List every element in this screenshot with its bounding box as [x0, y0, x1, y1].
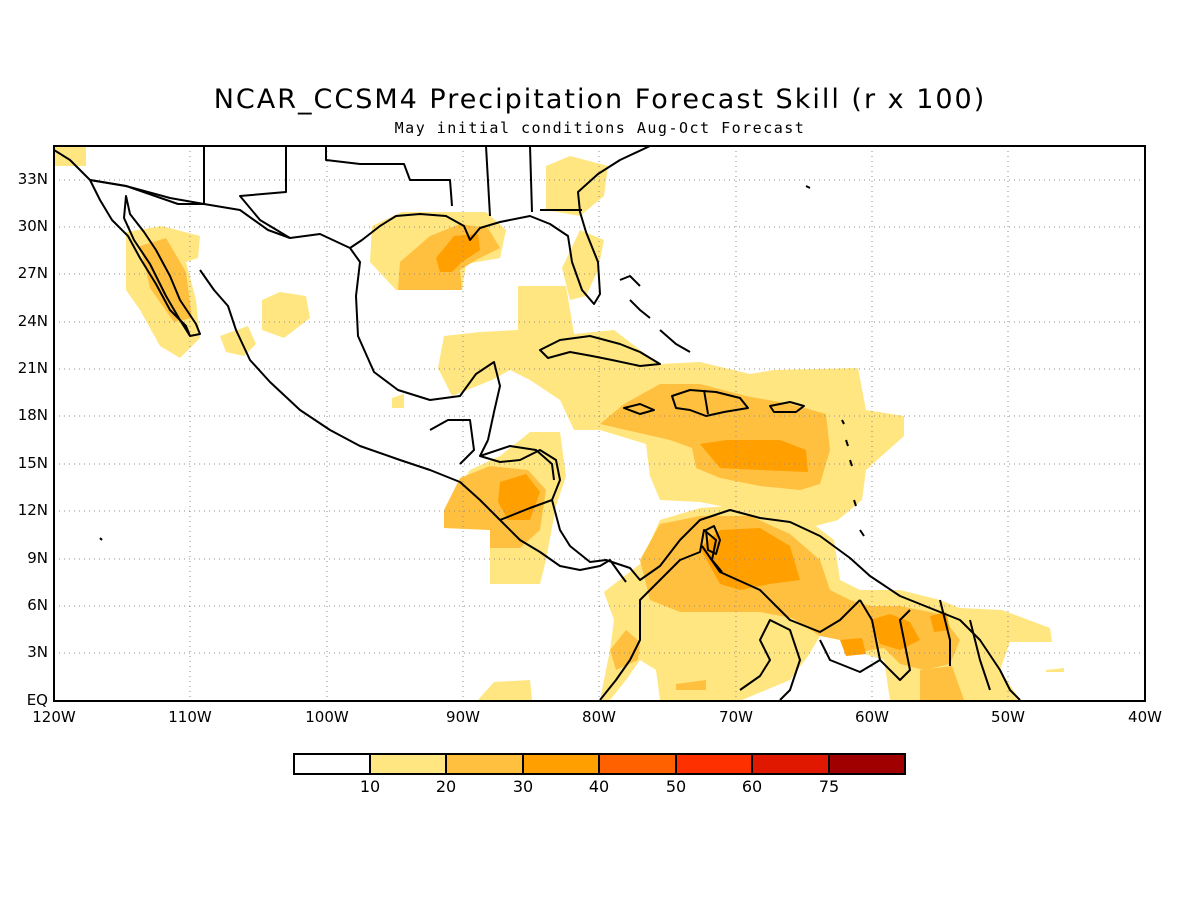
colorbar-bin-3 — [522, 753, 600, 775]
lat-label: 3N — [27, 643, 48, 661]
colorbar-label: 10 — [359, 777, 381, 796]
colorbar-label: 75 — [818, 777, 840, 796]
coastlines — [54, 146, 1021, 701]
colorbar — [293, 753, 906, 775]
colorbar-label: 30 — [512, 777, 534, 796]
colorbar-bin-2 — [445, 753, 524, 775]
lat-label: 24N — [17, 312, 48, 330]
colorbar-label: 40 — [588, 777, 610, 796]
lat-label: 12N — [17, 501, 48, 519]
map-title: NCAR_CCSM4 Precipitation Forecast Skill … — [213, 84, 987, 115]
colorbar-label: 50 — [665, 777, 687, 796]
lon-label: 50W — [991, 708, 1025, 726]
lat-label: 27N — [17, 264, 48, 282]
lon-label: 80W — [582, 708, 616, 726]
colorbar-bin-6 — [751, 753, 830, 775]
map-frame — [53, 145, 1146, 702]
lat-label: 15N — [17, 454, 48, 472]
lat-label: 21N — [17, 359, 48, 377]
colorbar-bin-0 — [293, 753, 371, 775]
lat-label: 9N — [27, 549, 48, 567]
colorbar-label: 20 — [435, 777, 457, 796]
colorbar-bin-5 — [675, 753, 753, 775]
lat-label: 30N — [17, 217, 48, 235]
lon-label: 120W — [32, 708, 76, 726]
lon-label: 100W — [305, 708, 349, 726]
lat-label: 18N — [17, 406, 48, 424]
lon-label: 60W — [855, 708, 889, 726]
lon-label: 40W — [1128, 708, 1162, 726]
lat-label: EQ — [26, 691, 48, 709]
lon-label: 110W — [168, 708, 212, 726]
lat-label: 6N — [27, 596, 48, 614]
map-subtitle: May initial conditions Aug-Oct Forecast — [394, 119, 806, 137]
colorbar-bin-7 — [828, 753, 906, 775]
lon-label: 70W — [719, 708, 753, 726]
colorbar-label: 60 — [741, 777, 763, 796]
colorbar-bin-4 — [598, 753, 677, 775]
lon-label: 90W — [446, 708, 480, 726]
colorbar-bin-1 — [369, 753, 447, 775]
lat-label: 33N — [17, 170, 48, 188]
